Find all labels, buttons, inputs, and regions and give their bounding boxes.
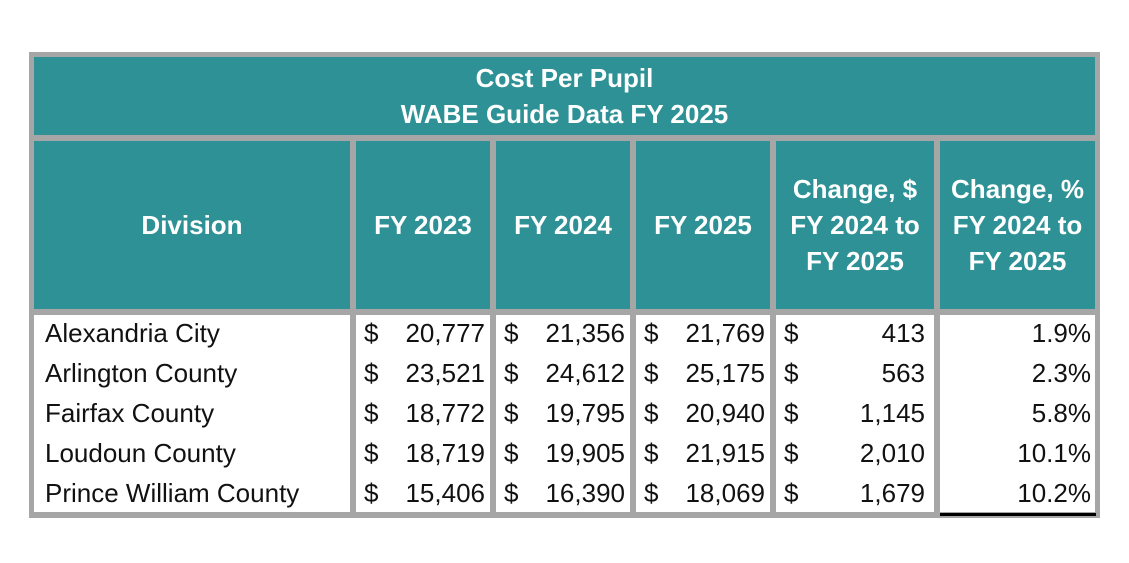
division-name: Prince William County (45, 478, 300, 508)
change-dollar-column (776, 315, 934, 512)
division-name: Loudoun County (45, 438, 236, 468)
fy2023-value: 23,521 (405, 358, 485, 388)
cost-per-pupil-table: Cost Per Pupil WABE Guide Data FY 2025 D… (29, 52, 1100, 518)
change-pct-value: 5.8% (1031, 398, 1091, 428)
change-dollar-value: 2,010 (859, 438, 925, 468)
currency-sign: $ (644, 478, 659, 508)
currency-sign: $ (364, 358, 379, 388)
header-change-pct: Change, % FY 2024 to FY 2025 (940, 141, 1095, 309)
header-fy2025: FY 2025 (636, 141, 770, 309)
header-fy2023-label: FY 2023 (374, 210, 472, 240)
currency-sign: $ (644, 398, 659, 428)
fy2024-value: 19,905 (545, 438, 625, 468)
fy2024-value: 21,356 (545, 318, 625, 348)
change-pct-value: 1.9% (1031, 318, 1091, 348)
change-pct-value: 10.1% (1017, 438, 1091, 468)
division-name: Alexandria City (45, 318, 220, 348)
division-name: Fairfax County (45, 398, 215, 428)
currency-sign: $ (364, 478, 379, 508)
fy2024-value: 24,612 (545, 358, 625, 388)
fy2023-value: 20,777 (405, 318, 485, 348)
table-title: Cost Per Pupil WABE Guide Data FY 2025 (34, 57, 1095, 135)
currency-sign: $ (364, 318, 379, 348)
currency-sign: $ (504, 478, 519, 508)
division-name: Arlington County (45, 358, 238, 388)
fy2023-column (356, 315, 490, 512)
currency-sign: $ (504, 318, 519, 348)
currency-sign: $ (644, 358, 659, 388)
currency-sign: $ (784, 318, 799, 348)
header-change-dollar: Change, $ FY 2024 to FY 2025 (776, 141, 934, 309)
table-title-line-1: Cost Per Pupil (475, 63, 654, 93)
fy2025-value: 25,175 (685, 358, 765, 388)
currency-sign: $ (504, 358, 519, 388)
header-division-label: Division (141, 210, 243, 240)
header-fy2024: FY 2024 (496, 141, 630, 309)
fy2025-column (636, 315, 770, 512)
header-change-pct-label: Change, % FY 2024 to FY 2025 (951, 174, 1084, 276)
currency-sign: $ (504, 398, 519, 428)
fy2024-column (496, 315, 630, 512)
fy2024-value: 16,390 (545, 478, 625, 508)
currency-sign: $ (504, 438, 519, 468)
header-fy2025-label: FY 2025 (654, 210, 752, 240)
fy2025-value: 21,769 (685, 318, 765, 348)
currency-sign: $ (364, 398, 379, 428)
table-title-line-2: WABE Guide Data FY 2025 (400, 99, 729, 129)
currency-sign: $ (784, 358, 799, 388)
fy2025-value: 20,940 (685, 398, 765, 428)
currency-sign: $ (784, 398, 799, 428)
currency-sign: $ (784, 478, 799, 508)
change-pct-value: 2.3% (1031, 358, 1091, 388)
change-pct-column (940, 315, 1095, 512)
fy2025-value: 21,915 (685, 438, 765, 468)
header-change-dollar-label: Change, $ FY 2024 to FY 2025 (790, 174, 920, 276)
currency-sign: $ (644, 318, 659, 348)
currency-sign: $ (784, 438, 799, 468)
change-dollar-value: 1,145 (859, 398, 925, 428)
change-dollar-value: 413 (881, 318, 925, 348)
bottom-rule (940, 513, 1096, 516)
fy2023-value: 18,719 (405, 438, 485, 468)
division-column (34, 315, 350, 512)
change-dollar-value: 563 (881, 358, 925, 388)
fy2023-value: 15,406 (405, 478, 485, 508)
currency-sign: $ (644, 438, 659, 468)
change-dollar-value: 1,679 (859, 478, 925, 508)
fy2025-value: 18,069 (685, 478, 765, 508)
header-division: Division (34, 141, 350, 309)
header-fy2023: FY 2023 (356, 141, 490, 309)
fy2023-value: 18,772 (405, 398, 485, 428)
fy2024-value: 19,795 (545, 398, 625, 428)
currency-sign: $ (364, 438, 379, 468)
header-fy2024-label: FY 2024 (514, 210, 612, 240)
change-pct-value: 10.2% (1017, 478, 1091, 508)
